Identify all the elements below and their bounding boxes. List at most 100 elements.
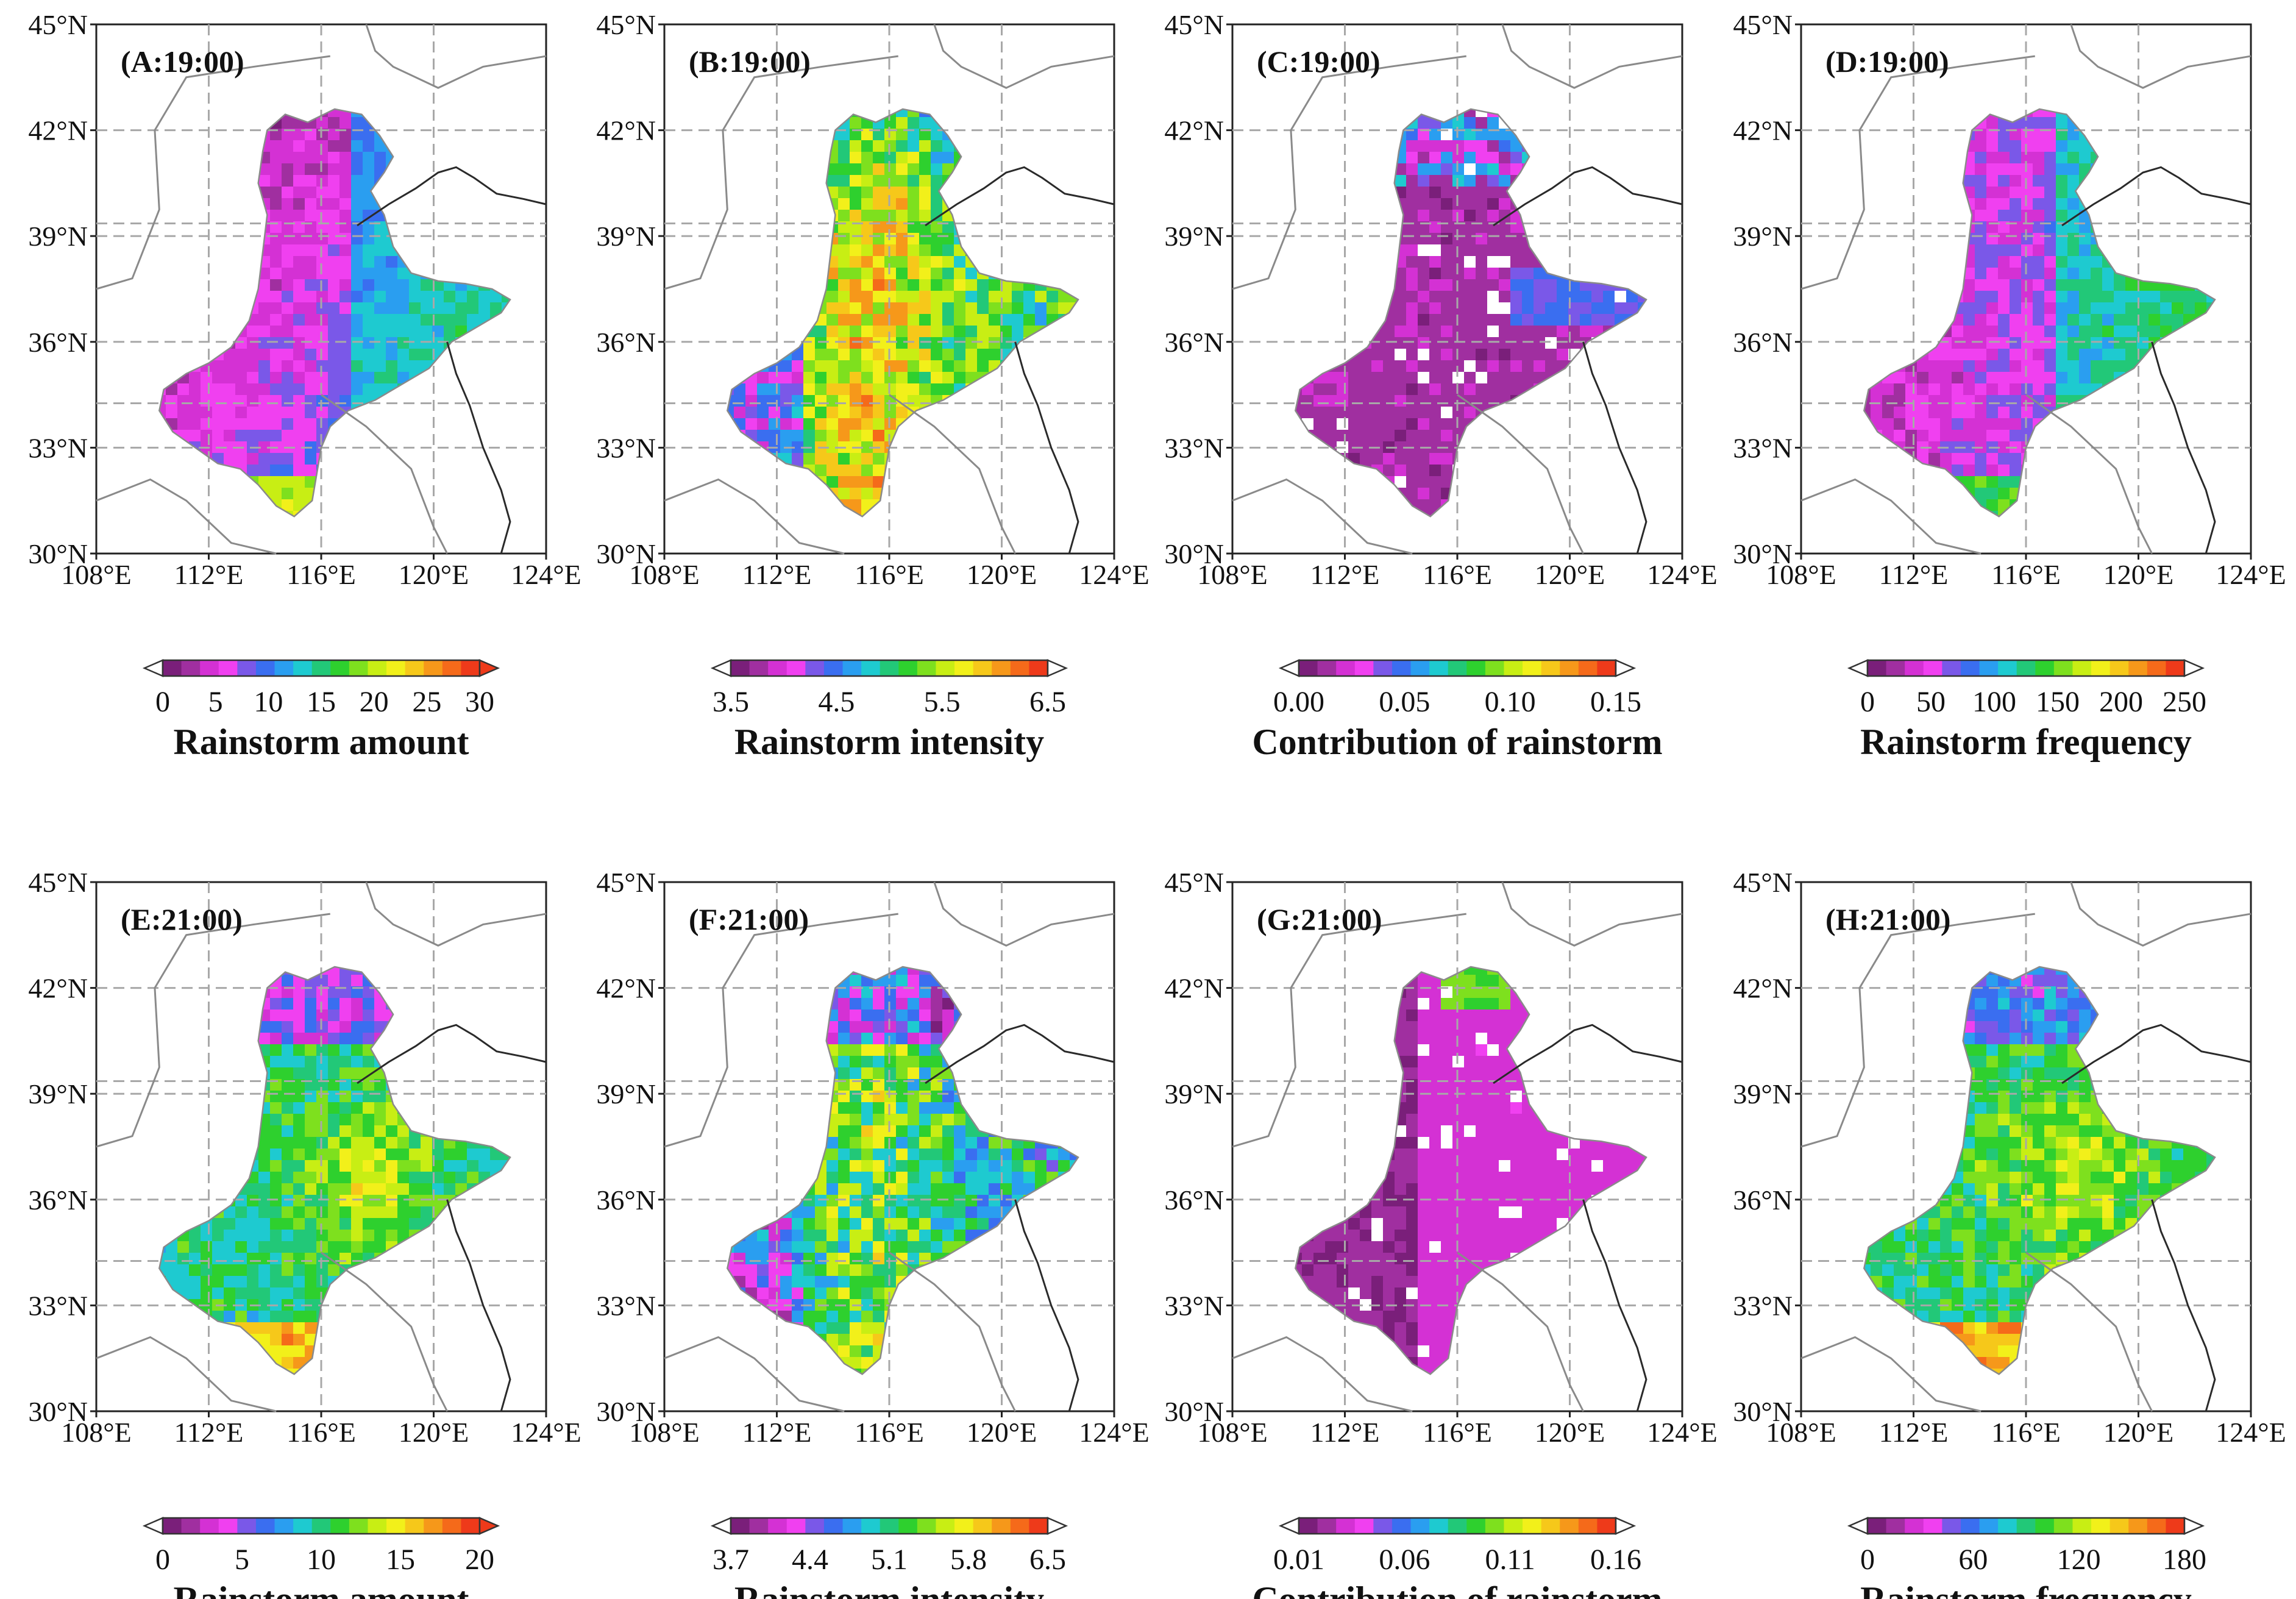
grid-cell [1487, 268, 1499, 280]
grid-cell [1522, 349, 1534, 361]
grid-cell [282, 314, 294, 326]
grid-cell [2033, 163, 2045, 176]
grid-cell [386, 279, 398, 291]
grid-cell [293, 372, 305, 384]
grid-cell [1499, 360, 1511, 372]
grid-cell [954, 268, 966, 280]
grid-cell [1012, 326, 1024, 338]
grid-cell [1348, 383, 1360, 396]
grid-cell [1487, 198, 1499, 210]
grid-cell [873, 476, 885, 488]
lat-tick-label: 39°N [28, 221, 88, 252]
colorbar-under-arrow [1847, 659, 1869, 677]
grid-cell [374, 163, 386, 176]
grid-cell [421, 291, 433, 303]
grid-cell [351, 163, 363, 176]
grid-cell [1406, 337, 1418, 349]
grid-cell [374, 244, 386, 257]
grid-cell [815, 360, 827, 372]
grid-cell [1476, 268, 1488, 280]
colorbar-swatch [861, 660, 881, 676]
grid-cell [1337, 383, 1349, 396]
grid-cell [896, 163, 908, 176]
grid-cell [1371, 395, 1384, 407]
grid-cell [1429, 140, 1441, 152]
grid-cell [838, 407, 850, 419]
grid-cell [316, 337, 329, 349]
grid-cell [339, 383, 352, 396]
grid-cell [1975, 129, 1987, 141]
grid-cell [270, 337, 282, 349]
grid-cell [1337, 418, 1349, 430]
grid-cell [397, 279, 410, 291]
grid-cell [1464, 268, 1476, 280]
grid-cell [1418, 129, 1430, 141]
grid-cell [1510, 256, 1523, 268]
grid-cell [224, 395, 236, 407]
grid-cell [328, 163, 340, 176]
grid-cell [873, 152, 885, 164]
grid-cell [850, 187, 862, 199]
admin-boundary [1232, 55, 1466, 290]
grid-cell [1429, 244, 1441, 257]
grid-cell [1395, 395, 1407, 407]
grid-cell [421, 337, 433, 349]
grid-cell [1452, 175, 1465, 187]
grid-cell [305, 233, 317, 245]
grid-cell [2033, 337, 2045, 349]
grid-cell [235, 407, 247, 419]
grid-cell [1534, 326, 1546, 338]
grid-cell [1557, 337, 1569, 349]
grid-cell [850, 163, 862, 176]
grid-cell [293, 268, 305, 280]
grid-cell [1418, 383, 1430, 396]
grid-cell [931, 129, 943, 141]
grid-cell [1464, 129, 1476, 141]
grid-cell [2056, 314, 2068, 326]
grid-cell [305, 198, 317, 210]
grid-cell [305, 314, 317, 326]
grid-cell [270, 140, 282, 152]
grid-cell [1487, 349, 1499, 361]
grid-cell [1963, 349, 1975, 361]
grid-cell [1986, 488, 1999, 500]
grid-cell [270, 152, 282, 164]
colorbar-tick-label: 3.5 [713, 686, 749, 718]
grid-cell [1963, 314, 1975, 326]
lon-tick-label: 124°E [1079, 559, 1150, 590]
grid-cell [908, 279, 920, 291]
grid-cell [351, 187, 363, 199]
grid-cell [977, 326, 989, 338]
grid-cell [1348, 360, 1360, 372]
grid-cell [838, 140, 850, 152]
grid-cell [2021, 268, 2033, 280]
grid-cell [1464, 407, 1476, 419]
admin-boundary [96, 55, 330, 290]
grid-cell [339, 187, 352, 199]
grid-cell [769, 395, 781, 407]
grid-cell [1963, 163, 1975, 176]
grid-cell [1963, 291, 1975, 303]
grid-cell [1975, 256, 1987, 268]
grid-cell [2091, 302, 2103, 315]
grid-cell [282, 268, 294, 280]
grid-cell [2125, 349, 2138, 361]
colorbar-swatch [1429, 660, 1449, 676]
grid-cell [258, 175, 271, 187]
grid-cell [1998, 129, 2010, 141]
grid-cell [884, 117, 897, 129]
grid-cell [363, 256, 375, 268]
colorbar-under-arrow [710, 659, 732, 677]
grid-cell [339, 129, 352, 141]
lat-tick-label: 33°N [596, 432, 656, 463]
grid-cell [1395, 430, 1407, 442]
grid-cell [328, 349, 340, 361]
grid-cell [455, 302, 467, 315]
grid-cell [2033, 383, 2045, 396]
grid-cell [1963, 337, 1975, 349]
grid-cell [908, 152, 920, 164]
lon-tick-label: 120°E [1535, 559, 1605, 590]
grid-cell [2021, 349, 2033, 361]
grid-cell [861, 349, 873, 361]
grid-cell [1499, 337, 1511, 349]
